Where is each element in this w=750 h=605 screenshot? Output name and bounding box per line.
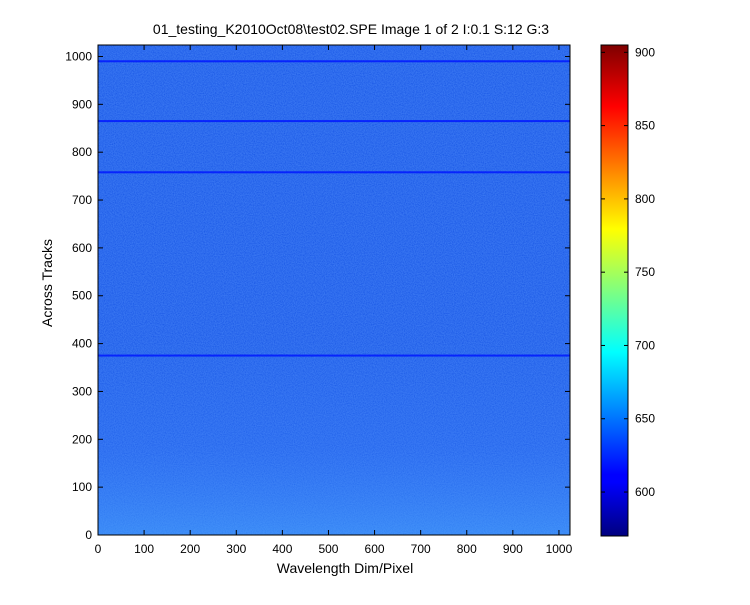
plot-area — [97, 44, 571, 536]
x-axis-label: Wavelength Dim/Pixel — [277, 560, 413, 576]
colorbar-tick-label: 750 — [635, 265, 655, 279]
plot-frame — [97, 44, 571, 536]
x-tick-label: 900 — [503, 542, 523, 556]
y-tick-label: 100 — [72, 480, 92, 494]
x-axis: 0 100 200 300 400 500 600 700 800 900 1000 — [95, 45, 573, 556]
x-tick-label: 700 — [411, 542, 431, 556]
heatmap-dark-band — [98, 171, 570, 174]
y-tick-label: 1000 — [65, 49, 92, 63]
x-tick-label: 800 — [457, 542, 477, 556]
colorbar-tick-label: 700 — [635, 338, 655, 352]
colorbar-tick-label: 650 — [635, 412, 655, 426]
colorbar-tick-label: 800 — [635, 192, 655, 206]
x-tick-label: 600 — [365, 542, 385, 556]
x-tick-label: 200 — [180, 542, 200, 556]
y-tick-label: 0 — [85, 528, 92, 542]
heatmap-dark-band — [98, 120, 570, 123]
y-axis: 0 100 200 300 400 500 600 700 800 900 1000 — [65, 49, 570, 542]
x-tick-label: 400 — [272, 542, 292, 556]
y-tick-label: 800 — [72, 145, 92, 159]
y-tick-label: 500 — [72, 289, 92, 303]
x-tick-label: 1000 — [546, 542, 573, 556]
chart-title: 01_testing_K2010Oct08\test02.SPE Image 1… — [153, 21, 549, 37]
colorbar: 600 650 700 750 800 850 900 — [600, 44, 655, 537]
colorbar-tick-label: 850 — [635, 119, 655, 133]
x-tick-label: 500 — [318, 542, 338, 556]
x-tick-label: 300 — [226, 542, 246, 556]
colorbar-frame — [600, 44, 629, 537]
y-tick-label: 700 — [72, 193, 92, 207]
x-tick-label: 100 — [134, 542, 154, 556]
y-tick-label: 300 — [72, 384, 92, 398]
colorbar-tick-label: 600 — [635, 485, 655, 499]
y-tick-label: 200 — [72, 432, 92, 446]
y-tick-label: 600 — [72, 241, 92, 255]
heatmap-bottom-glow — [98, 45, 570, 535]
x-tick-label: 0 — [95, 542, 102, 556]
colorbar-tick-label: 900 — [635, 45, 655, 59]
y-tick-label: 900 — [72, 97, 92, 111]
y-tick-label: 400 — [72, 337, 92, 351]
heatmap-dark-band — [98, 60, 570, 63]
colorbar-gradient — [601, 45, 628, 536]
heatmap-dark-band — [98, 354, 570, 357]
y-axis-label: Across Tracks — [39, 239, 55, 327]
